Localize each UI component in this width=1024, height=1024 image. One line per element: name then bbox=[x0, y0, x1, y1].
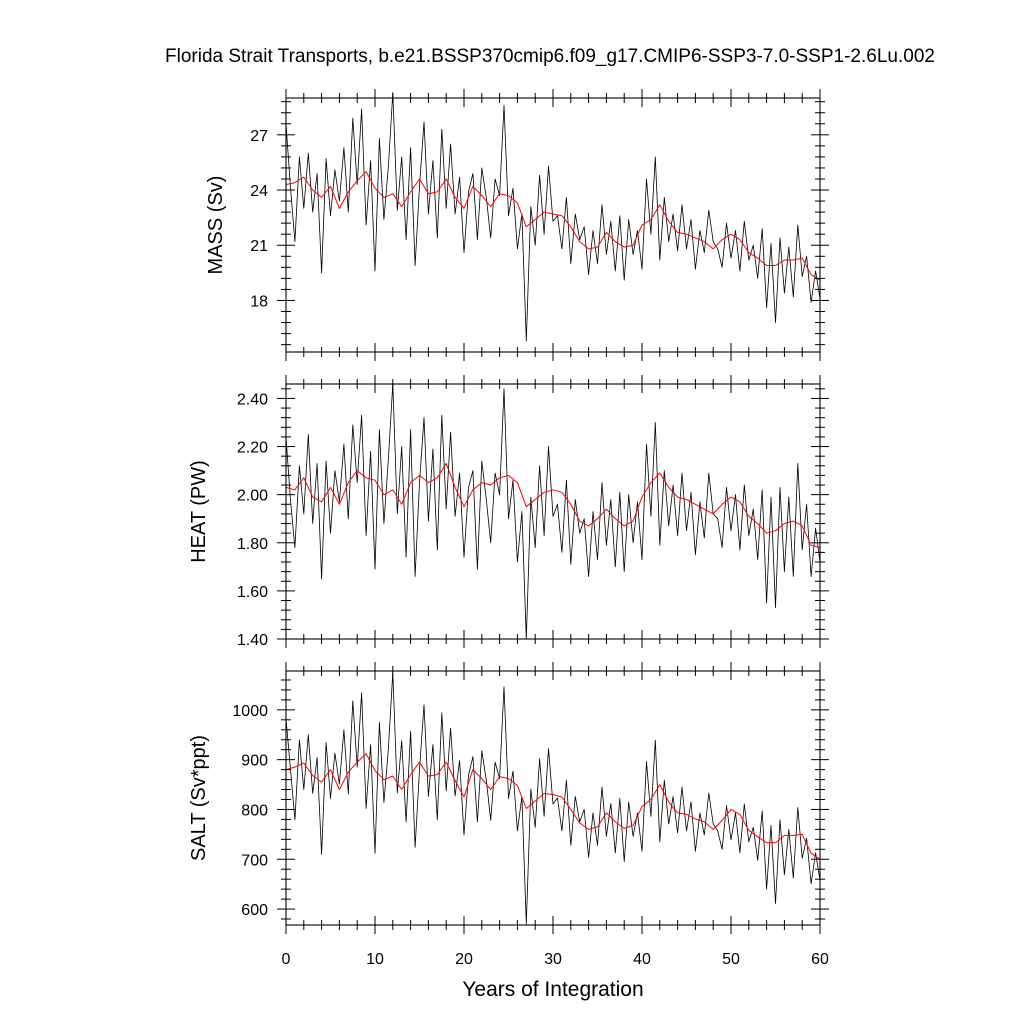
y-tick-label: 1.80 bbox=[237, 536, 268, 553]
chart-panel-1: 1.40 1.60 1.80 2.00 2.20 2.40 HEAT (PW) bbox=[188, 375, 829, 649]
y-tick-label: 2.40 bbox=[237, 391, 268, 408]
axis-ticks bbox=[277, 375, 829, 648]
x-tick-label: 10 bbox=[366, 951, 384, 968]
y-tick-label: 1.40 bbox=[237, 632, 268, 649]
monthly-series-line bbox=[285, 383, 821, 640]
y-tick-label: 2.20 bbox=[237, 440, 268, 457]
y-tick-label: 700 bbox=[241, 852, 268, 869]
x-tick-label: 50 bbox=[722, 951, 740, 968]
y-tick-label: 2.00 bbox=[237, 488, 268, 505]
plot-frame bbox=[285, 670, 821, 926]
smoothed-series-line bbox=[285, 753, 821, 860]
x-axis-label: Years of Integration bbox=[462, 978, 643, 1001]
x-tick-label: 40 bbox=[633, 951, 651, 968]
x-tick-label: 30 bbox=[544, 951, 562, 968]
smoothed-series-line bbox=[285, 171, 821, 281]
y-axis-label: MASS (Sv) bbox=[205, 176, 227, 275]
x-tick-label: 0 bbox=[282, 951, 291, 968]
figure-title: Florida Strait Transports, b.e21.BSSP370… bbox=[165, 46, 935, 67]
y-tick-label: 18 bbox=[250, 293, 268, 310]
y-tick-label: 21 bbox=[250, 238, 268, 255]
y-tick-label: 800 bbox=[241, 802, 268, 819]
axis-ticks bbox=[277, 89, 829, 361]
chart-panel-0: 18 21 24 27 MASS (Sv) bbox=[205, 89, 829, 361]
y-tick-label: 1000 bbox=[232, 703, 268, 720]
x-tick-label: 20 bbox=[455, 951, 473, 968]
y-axis-label: HEAT (PW) bbox=[188, 460, 210, 563]
y-tick-label: 1.60 bbox=[237, 584, 268, 601]
chart-panel-2: 600 700 800 900 1000 0 10 20 30 40 50 60 SALT (Sv*pp… bbox=[188, 662, 829, 968]
y-tick-label: 600 bbox=[241, 902, 268, 919]
monthly-series-line bbox=[285, 92, 821, 342]
monthly-series-line bbox=[285, 672, 821, 925]
y-axis-label: SALT (Sv*ppt) bbox=[188, 735, 210, 861]
x-tick-label: 60 bbox=[811, 951, 829, 968]
y-tick-label: 900 bbox=[241, 753, 268, 770]
y-tick-label: 24 bbox=[250, 183, 268, 200]
smoothed-series-line bbox=[285, 462, 821, 549]
y-tick-label: 27 bbox=[250, 128, 268, 145]
axis-ticks bbox=[277, 662, 829, 934]
